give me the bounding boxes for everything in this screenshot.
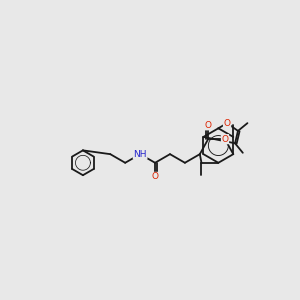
Text: NH: NH bbox=[134, 150, 147, 159]
Text: O: O bbox=[221, 135, 229, 144]
Text: O: O bbox=[205, 121, 212, 130]
Text: O: O bbox=[224, 118, 230, 127]
Text: O: O bbox=[152, 172, 159, 182]
